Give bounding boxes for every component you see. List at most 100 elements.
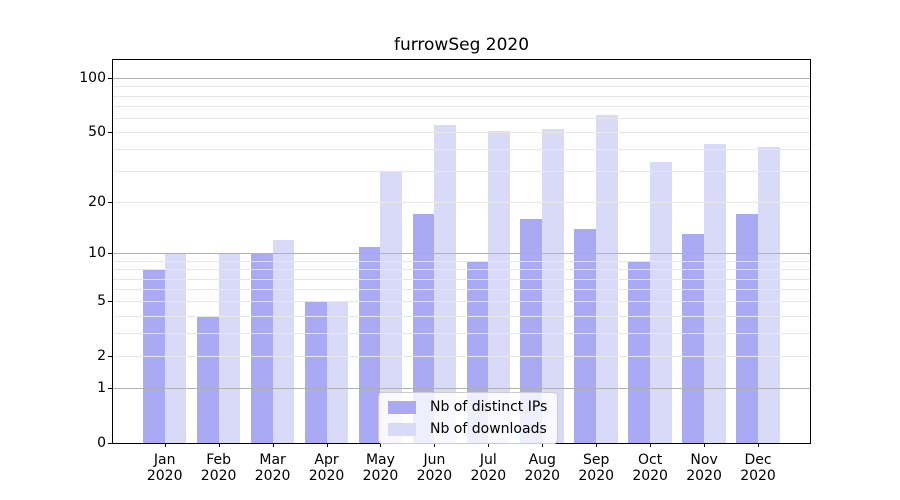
gridline-major (113, 388, 810, 390)
y-tick-label: 20 (88, 194, 106, 211)
x-tick-label: Sep 2020 (578, 452, 614, 484)
x-tick (380, 443, 382, 447)
y-axis-labels: 0 1 2 5 10 20 50 100 (0, 60, 106, 450)
y-tick-label: 2 (97, 348, 106, 365)
x-tick-year: 2020 (740, 468, 776, 484)
x-tick (326, 443, 328, 447)
x-tick (434, 443, 436, 447)
x-tick-label: Jan 2020 (147, 452, 183, 484)
x-tick-month: Feb (206, 452, 232, 468)
x-tick-label: Jul 2020 (471, 452, 507, 484)
y-tick-label: 0 (97, 435, 106, 451)
bar-downloads-dec (758, 147, 780, 443)
bar-downloads-may (380, 171, 403, 443)
legend-label-downloads: Nb of downloads (430, 421, 547, 437)
x-tick (704, 443, 706, 447)
x-tick-label: May 2020 (363, 452, 399, 484)
bar-ips-dec (736, 214, 759, 443)
x-tick-label: Jun 2020 (417, 452, 453, 484)
gridline-minor (113, 132, 810, 134)
gridline-minor (113, 202, 810, 204)
legend-swatch-distinct-ips (388, 400, 416, 414)
y-tick (108, 388, 112, 390)
x-tick-label: Mar 2020 (255, 452, 291, 484)
x-tick (758, 443, 760, 447)
bar-downloads-feb (218, 253, 241, 443)
bar-ips-may (358, 246, 381, 443)
chart-title: furrowSeg 2020 (393, 35, 530, 55)
x-tick-label: Nov 2020 (686, 452, 722, 484)
x-tick-year: 2020 (686, 468, 722, 484)
x-tick (272, 443, 274, 447)
bar-ips-mar (250, 253, 273, 443)
bar-downloads-jun (434, 124, 457, 443)
y-tick (108, 78, 112, 80)
x-tick-month: Nov (690, 452, 718, 468)
gridline-minor (113, 356, 810, 358)
gridline-minor (113, 95, 810, 97)
bar-ips-oct (628, 260, 651, 443)
y-tick-label: 10 (88, 245, 106, 262)
x-tick-label: Feb 2020 (201, 452, 237, 484)
gridline-minor (113, 278, 810, 280)
x-tick-year: 2020 (254, 468, 291, 484)
x-tick-label: Aug 2020 (524, 452, 560, 484)
x-tick-year: 2020 (524, 468, 561, 484)
bar-downloads-jan (164, 253, 187, 443)
bar-ips-jun (412, 214, 435, 443)
y-tick (108, 301, 112, 303)
bar-ips-sep (574, 228, 597, 443)
x-tick-year: 2020 (416, 468, 453, 484)
legend-entry-distinct-ips: Nb of distinct IPs (388, 398, 547, 416)
gridline-minor (113, 149, 810, 151)
bar-downloads-jul (488, 130, 511, 443)
x-tick (596, 443, 598, 447)
x-tick-month: May (365, 452, 395, 468)
x-tick-label: Oct 2020 (632, 452, 668, 484)
gridline-minor (113, 315, 810, 317)
x-tick (164, 443, 166, 447)
gridline-minor (113, 289, 810, 291)
legend-entry-downloads: Nb of downloads (388, 420, 547, 438)
gridline-minor (113, 301, 810, 303)
y-tick-label: 100 (79, 70, 106, 87)
x-tick-label: Apr 2020 (309, 452, 345, 484)
x-tick-year: 2020 (146, 468, 183, 484)
y-tick (108, 356, 112, 358)
bar-downloads-oct (650, 161, 672, 443)
y-tick (108, 202, 112, 204)
x-tick-year: 2020 (632, 468, 668, 484)
gridline-major (113, 253, 810, 255)
x-axis-labels: Jan 2020 Feb 2020 Mar 2020 Apr 2020 May 2020 Jun 20… (113, 452, 810, 492)
legend-label-distinct-ips: Nb of distinct IPs (430, 399, 548, 415)
x-tick-month: Aug (528, 452, 556, 468)
gridline-minor (113, 86, 810, 88)
x-tick (542, 443, 544, 447)
x-tick-month: Mar (259, 452, 286, 468)
gridline-minor (113, 269, 810, 271)
legend: Nb of distinct IPs Nb of downloads (378, 392, 559, 444)
bar-downloads-aug (542, 129, 565, 443)
bar-ips-apr (304, 301, 327, 443)
x-tick-month: Jan (153, 452, 176, 468)
y-tick-label: 5 (97, 293, 106, 310)
x-tick-month: Apr (314, 452, 339, 468)
x-tick (488, 443, 490, 447)
bar-downloads-apr (326, 301, 349, 443)
bar-downloads-nov (704, 143, 726, 443)
bar-ips-nov (682, 234, 705, 443)
y-tick (108, 443, 112, 444)
bar-downloads-mar (272, 240, 295, 443)
plot-area (108, 60, 810, 447)
x-tick-label: Dec 2020 (740, 452, 776, 484)
gridline-major (113, 78, 810, 80)
bar-ips-feb (196, 315, 219, 443)
x-tick-month: Jun (423, 452, 446, 468)
gridline-minor (113, 171, 810, 173)
gridline-minor (113, 117, 810, 119)
x-tick-month: Jul (479, 452, 497, 468)
bar-ips-aug (520, 218, 543, 443)
x-tick-year: 2020 (308, 468, 345, 484)
x-tick-year: 2020 (362, 468, 399, 484)
